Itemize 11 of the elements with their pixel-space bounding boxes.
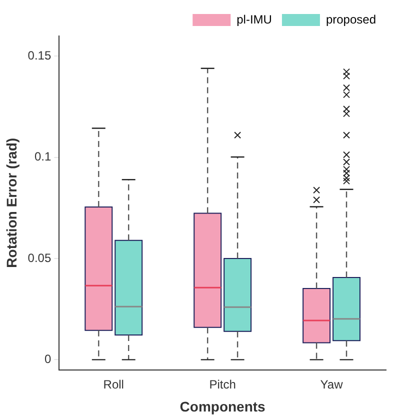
- y-tick-label: 0.1: [34, 150, 52, 164]
- legend-label: pl-IMU: [236, 12, 272, 26]
- legend-label: proposed: [326, 12, 376, 26]
- y-tick-label: 0.05: [28, 250, 52, 265]
- x-axis-title: Components: [180, 398, 266, 414]
- y-axis-title: Rotation Error (rad): [3, 138, 20, 268]
- y-tick-label: 0: [44, 352, 52, 366]
- x-tick-label: Pitch: [209, 377, 236, 392]
- x-tick-label: Yaw: [320, 377, 344, 392]
- y-tick-label: 0.15: [28, 48, 52, 63]
- x-tick-label: Roll: [103, 377, 124, 392]
